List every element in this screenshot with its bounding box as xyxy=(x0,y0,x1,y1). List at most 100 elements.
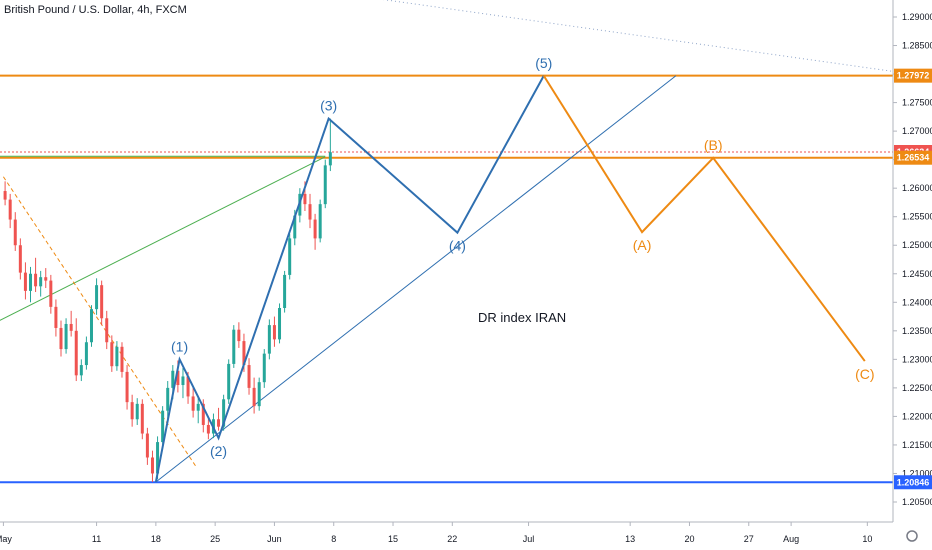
candle-body xyxy=(293,215,297,239)
candle-body xyxy=(313,219,317,239)
y-tick-label: 1.27500 xyxy=(902,98,932,108)
candle-body xyxy=(69,323,73,331)
settings-icon[interactable] xyxy=(900,527,924,545)
candle-body xyxy=(120,346,124,372)
wave-label: (C) xyxy=(855,366,874,382)
candle-body xyxy=(110,342,114,367)
candle-body xyxy=(130,402,134,420)
x-tick-label: Jul xyxy=(523,534,535,544)
watermark-text: DR index IRAN xyxy=(478,310,567,325)
x-tick-label: 22 xyxy=(447,534,457,544)
y-tick-label: 1.23500 xyxy=(902,326,932,336)
candle-body xyxy=(283,274,287,308)
y-tick-label: 1.29000 xyxy=(902,12,932,22)
price-tag-label: 1.26534 xyxy=(897,153,930,163)
candle-body xyxy=(201,403,205,425)
candle-body xyxy=(191,396,195,411)
x-tick-label: 15 xyxy=(388,534,398,544)
candle-body xyxy=(13,219,17,246)
y-tick-label: 1.28500 xyxy=(902,41,932,51)
candle-body xyxy=(161,410,165,443)
price-tag-label: 1.20846 xyxy=(897,477,930,487)
candle-body xyxy=(308,204,312,220)
candle-body xyxy=(328,152,332,166)
candle-body xyxy=(227,363,231,400)
trendline xyxy=(155,75,677,483)
y-tick-label: 1.20500 xyxy=(902,497,932,507)
x-tick-label: 13 xyxy=(625,534,635,544)
x-tick-label: 25 xyxy=(210,534,220,544)
candle-body xyxy=(44,277,48,281)
wave-labels: (1) (2) (3) (4) (5) (A) (B) (C) xyxy=(171,55,875,459)
x-tick-label: 10 xyxy=(862,534,872,544)
x-tick-label: 8 xyxy=(331,534,336,544)
x-tick-label: Aug xyxy=(783,534,799,544)
y-tick-label: 1.25500 xyxy=(902,212,932,222)
x-tick-label: 18 xyxy=(151,534,161,544)
candle-body xyxy=(237,329,241,342)
candle-body xyxy=(156,442,160,474)
candle-body xyxy=(23,272,27,291)
candle-body xyxy=(135,403,139,420)
x-tick-label: May xyxy=(0,534,12,544)
wave-label: (5) xyxy=(535,55,552,71)
candle-body xyxy=(303,193,307,205)
candle-body xyxy=(105,318,109,343)
candle-body xyxy=(247,365,251,388)
candle-body xyxy=(272,325,276,340)
wave-label: (3) xyxy=(320,98,337,114)
wave-label: (B) xyxy=(704,137,723,153)
candle-body xyxy=(145,433,149,458)
candle-body xyxy=(318,204,322,239)
candle-body xyxy=(49,280,53,307)
candle-body xyxy=(232,329,236,364)
candle-body xyxy=(222,399,226,427)
y-tick-label: 1.24500 xyxy=(902,269,932,279)
candle-body xyxy=(64,323,68,350)
candle-body xyxy=(3,191,7,200)
candle-body xyxy=(252,387,256,407)
candle-body xyxy=(181,376,185,386)
price-tag xyxy=(894,150,932,165)
impulse-wave-path xyxy=(154,75,545,483)
candle-body xyxy=(18,245,22,273)
price-tag xyxy=(894,475,932,490)
candle-body xyxy=(171,370,175,388)
candle-body xyxy=(59,327,63,350)
candle-body xyxy=(150,457,154,474)
candle-body xyxy=(166,387,170,411)
candle-body xyxy=(257,382,261,407)
y-tick-label: 1.23000 xyxy=(902,354,932,364)
y-tick-label: 1.27000 xyxy=(902,126,932,136)
x-tick-label: 27 xyxy=(744,534,754,544)
settings-icon-bg[interactable] xyxy=(900,527,924,545)
price-axis-panel[interactable] xyxy=(893,0,932,550)
wave-label: (4) xyxy=(449,238,466,254)
candle-body xyxy=(206,424,210,434)
candle-body xyxy=(100,285,104,319)
candle-body xyxy=(242,341,246,366)
candle-body xyxy=(84,342,88,366)
candlestick-series xyxy=(3,118,332,483)
trendline xyxy=(382,0,925,77)
candle-body xyxy=(262,353,266,383)
candle-body xyxy=(89,309,93,343)
wave-label: (2) xyxy=(210,443,227,459)
candle-body xyxy=(54,306,58,328)
candle-body xyxy=(74,330,78,376)
y-tick-label: 1.22000 xyxy=(902,411,932,421)
correction-wave-path xyxy=(542,75,866,362)
candle-body xyxy=(278,308,282,340)
candle-body xyxy=(39,277,43,287)
candle-body xyxy=(323,165,327,205)
horizontal-lines xyxy=(0,74,893,484)
candle-body xyxy=(125,371,129,403)
candle-body xyxy=(79,365,83,376)
x-tick-label: Jun xyxy=(267,534,282,544)
y-tick-label: 1.24000 xyxy=(902,297,932,307)
candle-body xyxy=(186,376,190,397)
x-tick-label: 11 xyxy=(92,534,101,544)
